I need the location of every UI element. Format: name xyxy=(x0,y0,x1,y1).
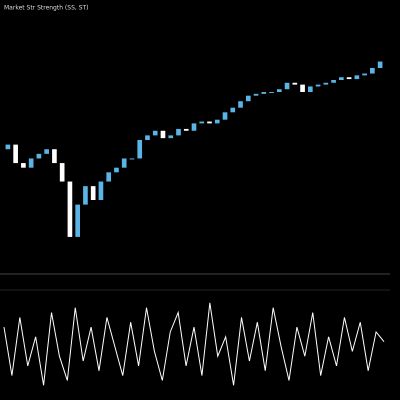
candle-body xyxy=(276,89,282,92)
candle-body xyxy=(28,158,34,168)
candle-body xyxy=(346,77,352,80)
candle-body xyxy=(106,172,112,182)
candle-body xyxy=(191,123,197,131)
candle-body xyxy=(137,140,143,159)
candle-body xyxy=(75,204,80,237)
candle-body xyxy=(370,68,375,74)
candle-body xyxy=(331,80,336,83)
candle-body xyxy=(59,163,65,182)
candle-body xyxy=(52,149,57,164)
candle-body xyxy=(292,82,298,85)
candle-body xyxy=(362,73,367,76)
candle-body xyxy=(183,128,189,131)
candle-body xyxy=(222,112,228,120)
candle-body xyxy=(114,167,119,173)
candle-body xyxy=(253,93,259,96)
candle-body xyxy=(207,121,212,124)
candle-body xyxy=(339,77,344,80)
candle-body xyxy=(13,144,18,164)
candle-body xyxy=(44,149,49,154)
candle-body xyxy=(98,181,104,200)
candle-body xyxy=(129,158,135,160)
candle-body xyxy=(160,130,166,139)
candle-body xyxy=(261,92,267,94)
candle-body xyxy=(377,61,383,68)
candle-body xyxy=(230,107,236,113)
candle-body xyxy=(152,130,158,136)
candle-body xyxy=(300,84,305,92)
candle-body xyxy=(269,92,274,93)
candle-body xyxy=(284,82,290,90)
candle-body xyxy=(90,186,96,200)
candle-body xyxy=(214,119,220,124)
candle-body xyxy=(323,82,329,85)
candle-body xyxy=(245,95,251,102)
candle-body xyxy=(168,135,174,139)
candle-body xyxy=(315,84,321,87)
candle-body xyxy=(199,121,205,124)
candle-body xyxy=(5,144,11,150)
candle-body xyxy=(21,163,26,168)
chart-title: Market Str Strength (SS, ST) xyxy=(4,5,89,12)
candle-body xyxy=(145,135,150,140)
oscillator-line xyxy=(3,302,385,386)
candle-body xyxy=(36,153,42,159)
candle-body xyxy=(308,86,313,92)
candle-body xyxy=(83,186,88,205)
candle-body xyxy=(354,75,360,80)
candle-body xyxy=(238,101,243,108)
candle-body xyxy=(121,158,127,168)
candle-body xyxy=(176,128,181,136)
candle-body xyxy=(67,181,73,237)
